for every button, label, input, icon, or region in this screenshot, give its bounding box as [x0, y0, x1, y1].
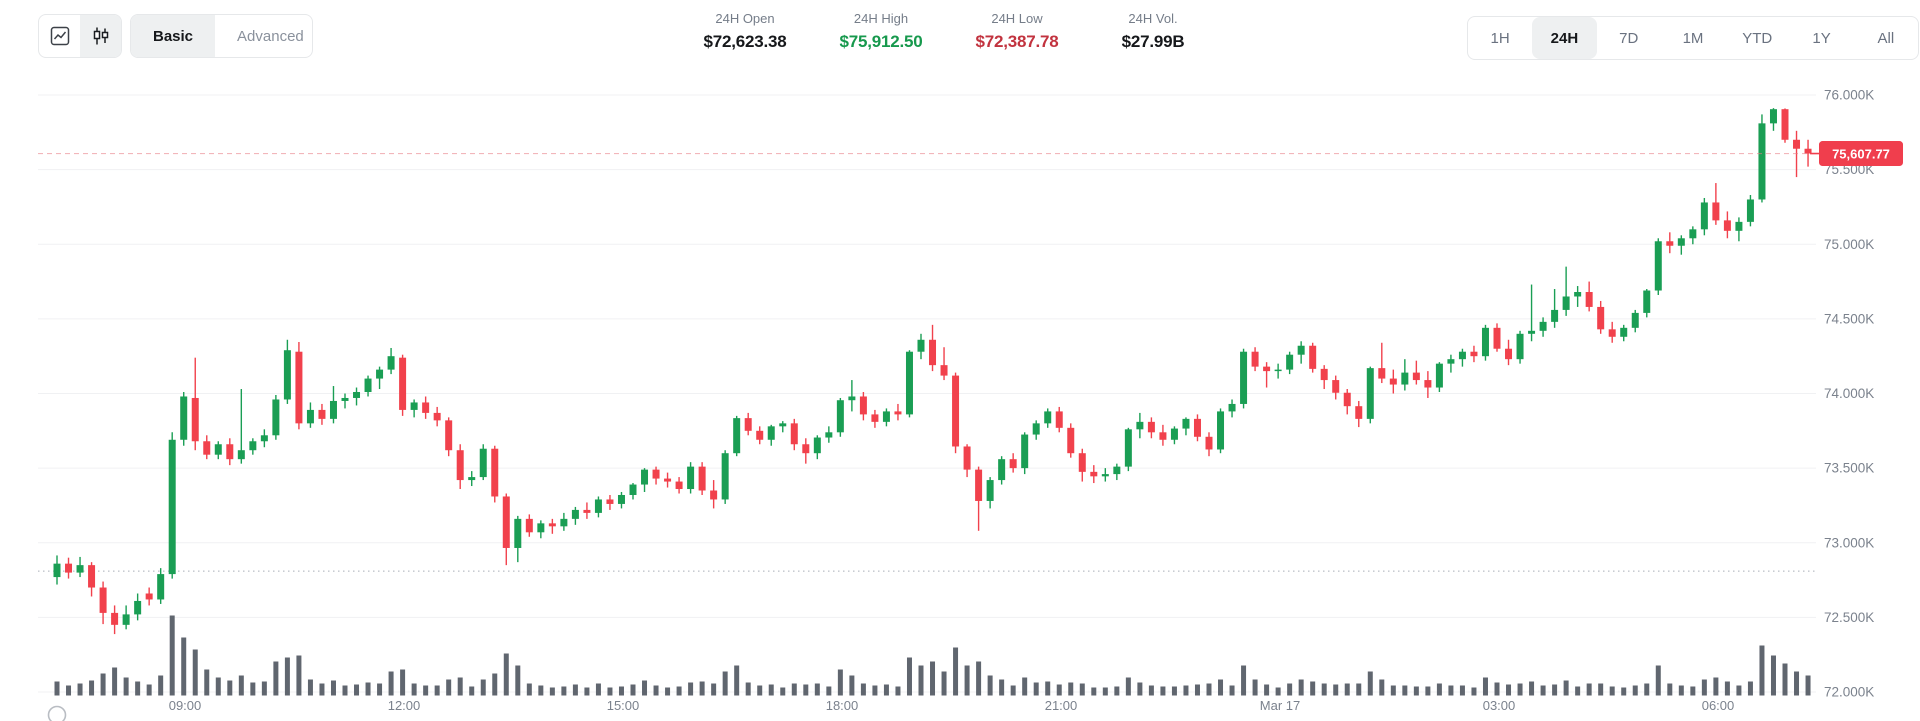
svg-text:74.500K: 74.500K — [1824, 311, 1874, 326]
candlestick-chart-button[interactable] — [80, 15, 121, 57]
chart-type-toggle — [38, 14, 122, 58]
candlestick-icon — [93, 27, 108, 45]
stat-label: 24H High — [853, 11, 909, 26]
svg-text:12:00: 12:00 — [388, 698, 421, 713]
stat-value: $75,912.50 — [839, 32, 923, 51]
range-1m[interactable]: 1M — [1682, 29, 1704, 47]
stat-value: $27.99B — [1121, 32, 1185, 51]
mode-toggle: Basic Advanced — [130, 14, 313, 58]
last-price-badge: 75,607.77 — [1832, 146, 1890, 161]
range-ytd[interactable]: YTD — [1742, 29, 1773, 47]
svg-text:15:00: 15:00 — [607, 698, 640, 713]
stat-volume: 24H Vol. $27.99B — [1108, 9, 1198, 54]
stat-label: 24H Vol. — [1128, 11, 1178, 26]
svg-text:72.000K: 72.000K — [1824, 685, 1874, 700]
svg-text:73.000K: 73.000K — [1824, 535, 1874, 550]
stat-label: 24H Low — [991, 11, 1043, 26]
svg-text:21:00: 21:00 — [1045, 698, 1078, 713]
stat-label: 24H Open — [715, 11, 775, 26]
time-range-selector: 1H 24H 7D 1M YTD 1Y All — [1467, 16, 1919, 60]
stat-low: 24H Low $72,387.78 — [972, 9, 1062, 54]
stats-row: 24H Open $72,623.38 24H High $75,912.50 … — [700, 9, 1198, 54]
range-1y[interactable]: 1Y — [1812, 29, 1831, 47]
svg-text:09:00: 09:00 — [169, 698, 202, 713]
mode-basic-button[interactable]: Basic — [131, 15, 216, 57]
range-all[interactable]: All — [1877, 29, 1895, 47]
svg-text:18:00: 18:00 — [826, 698, 859, 713]
stat-open: 24H Open $72,623.38 — [700, 9, 790, 54]
svg-text:75.000K: 75.000K — [1824, 237, 1874, 252]
mode-advanced-button[interactable]: Advanced — [237, 27, 304, 45]
svg-text:74.000K: 74.000K — [1824, 386, 1874, 401]
stat-value: $72,387.78 — [975, 32, 1059, 51]
svg-text:06:00: 06:00 — [1702, 698, 1735, 713]
stat-high: 24H High $75,912.50 — [836, 9, 926, 54]
range-1h[interactable]: 1H — [1490, 29, 1510, 47]
svg-text:Mar 17: Mar 17 — [1260, 698, 1300, 713]
line-chart-button[interactable] — [39, 15, 80, 57]
stat-value: $72,623.38 — [703, 32, 787, 51]
line-chart-icon — [50, 26, 69, 46]
range-24h[interactable]: 24H — [1532, 17, 1597, 59]
svg-text:76.000K: 76.000K — [1824, 88, 1874, 103]
svg-text:73.500K: 73.500K — [1824, 461, 1874, 476]
range-7d[interactable]: 7D — [1619, 29, 1639, 47]
svg-text:72.500K: 72.500K — [1824, 610, 1874, 625]
svg-text:03:00: 03:00 — [1483, 698, 1516, 713]
